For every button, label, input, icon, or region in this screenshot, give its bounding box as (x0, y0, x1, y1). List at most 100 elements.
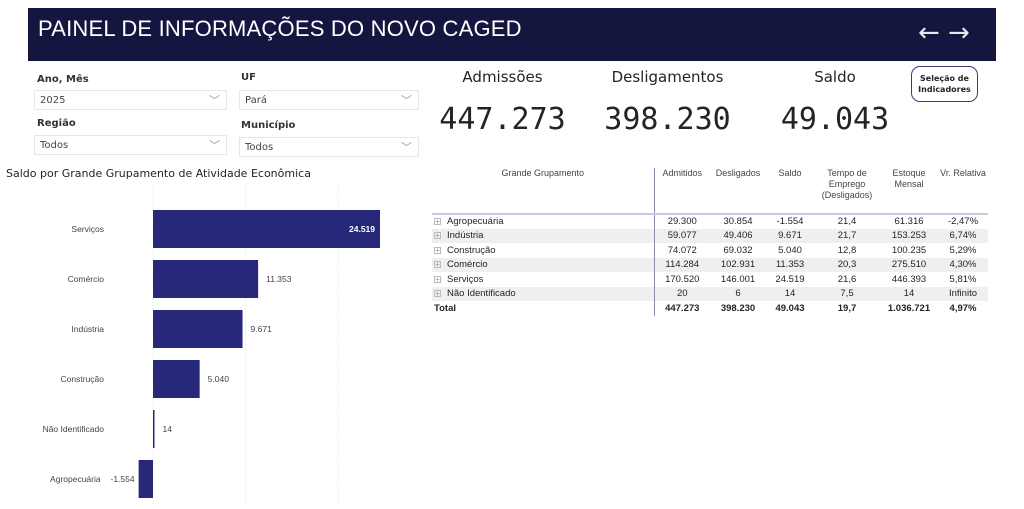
cell-value: 20 (653, 286, 710, 301)
expand-icon[interactable]: + (434, 217, 441, 227)
row-label: Construção (447, 244, 496, 256)
cell-value: 146.001 (720, 273, 756, 285)
expand-icon[interactable]: + (434, 289, 441, 299)
kpi-saldo-value: 49.043 (780, 102, 890, 137)
selecao-indicadores-button[interactable]: Seleção de Indicadores (911, 66, 978, 102)
back-arrow-icon[interactable]: ← (918, 18, 940, 48)
ano-mes-value: 2025 (40, 95, 66, 106)
cell-value: 21,4 (837, 216, 857, 228)
page-title: PAINEL DE INFORMAÇÕES DO NOVO CAGED (38, 16, 522, 41)
cell-value: 49.406 (710, 228, 766, 243)
bar (153, 310, 243, 348)
cell-value: 11.353 (766, 257, 814, 272)
kpi-admissoes-value: 447.273 (439, 102, 566, 137)
chevron-down-icon: ﹀ (209, 139, 220, 152)
saldo-bar-chart: Serviços 24.519 Comércio 11.353 Indústria 9.6… (43, 185, 380, 509)
cell-value: 19,7 (837, 302, 857, 314)
table-row: + Agropecuária 29.300 30.854 -1.554 21,4 61.31… (432, 214, 988, 229)
uf-label: UF (241, 72, 256, 83)
chevron-down-icon: ﹀ (209, 94, 220, 107)
category-label: Indústria (71, 324, 104, 334)
cell-value: 153.253 (880, 228, 938, 243)
forward-arrow-icon[interactable]: → (948, 18, 970, 48)
cell-value: 59.077 (653, 228, 710, 243)
uf-dropdown[interactable]: Pará ﹀ (239, 90, 419, 110)
cell-value: 29.300 (653, 214, 710, 229)
municipio-value: Todos (245, 142, 274, 153)
regiao-label: Região (37, 118, 76, 129)
cell-value: 114.284 (653, 257, 710, 272)
expand-icon[interactable]: + (434, 274, 441, 284)
category-label: Não Identificado (43, 424, 105, 434)
cell-value: 21,7 (814, 228, 880, 243)
button-label-line2: Indicadores (918, 85, 971, 94)
row-label: Total (434, 302, 456, 314)
table-row: + Construção 74.072 69.032 5.040 12,8 100.235 5… (432, 243, 988, 258)
cell-value: 6 (710, 286, 766, 301)
cell-value: -2,47% (947, 216, 979, 228)
row-label: Agropecuária (447, 216, 504, 228)
table-row: + Serviços 170.520 146.001 24.519 21,6 446.393… (432, 272, 988, 287)
cell-value: 20,3 (814, 257, 880, 272)
municipio-label: Município (241, 120, 296, 131)
cell-value: 4,97% (949, 302, 977, 314)
bar (153, 260, 259, 298)
uf-value: Pará (245, 95, 267, 106)
chart-title: Saldo por Grande Grupamento de Atividade… (6, 167, 311, 180)
grupamento-table: Grande Grupamento Admitidos Desligados Sald… (432, 168, 988, 316)
chevron-down-icon: ﹀ (401, 141, 412, 154)
cell-value: -1.554 (776, 216, 804, 228)
regiao-dropdown[interactable]: Todos ﹀ (34, 135, 227, 155)
cell-value: 5,29% (949, 244, 977, 256)
cell-value: 30.854 (723, 216, 753, 228)
table-row: + Indústria 59.077 49.406 9.671 21,7 153.253 6,… (432, 228, 988, 243)
kpi-desligamentos-label: Desligamentos (611, 68, 724, 86)
bar (153, 360, 200, 398)
cell-value: 100.235 (891, 244, 927, 256)
kpi-admissoes-label: Admissões (462, 68, 543, 86)
municipio-dropdown[interactable]: Todos ﹀ (239, 137, 419, 157)
cell-value: 447.273 (653, 301, 710, 316)
expand-icon[interactable]: + (434, 245, 441, 255)
cell-value: 7,5 (814, 286, 880, 301)
cell-value: 398.230 (720, 302, 756, 314)
cell-value: 102.931 (710, 257, 766, 272)
regiao-value: Todos (40, 140, 69, 151)
cell-value: 69.032 (723, 244, 753, 256)
ano-mes-dropdown[interactable]: 2025 ﹀ (34, 90, 227, 110)
header-bar: PAINEL DE INFORMAÇÕES DO NOVO CAGED ← → (28, 8, 996, 61)
column-header[interactable]: Saldo (766, 168, 814, 215)
column-header[interactable]: Vr. Relativa (938, 168, 988, 215)
chevron-down-icon: ﹀ (401, 94, 412, 107)
column-header[interactable]: Desligados (710, 168, 766, 215)
bar (153, 210, 380, 248)
bar (138, 460, 153, 498)
data-label: 9.671 (251, 324, 273, 334)
ano-mes-label: Ano, Mês (37, 74, 89, 85)
cell-value: 61.316 (894, 216, 924, 228)
total-row: Total 447.273 398.230 49.043 19,7 1.036.721 4,… (432, 301, 988, 316)
row-label: Comércio (447, 259, 488, 271)
cell-value: 21,6 (837, 273, 857, 285)
row-label: Não Identificado (447, 288, 516, 300)
column-header[interactable]: Grande Grupamento (432, 168, 654, 215)
expand-icon[interactable]: + (434, 260, 441, 270)
column-header[interactable]: Admitidos (653, 168, 710, 215)
category-label: Agropecuária (50, 474, 101, 484)
expand-icon[interactable]: + (434, 231, 441, 241)
column-header[interactable]: Estoque Mensal (880, 168, 938, 215)
data-label: 24.519 (349, 224, 375, 234)
cell-value: 24.519 (775, 273, 805, 285)
cell-value: 9.671 (766, 228, 814, 243)
cell-value: 275.510 (880, 257, 938, 272)
cell-value: 49.043 (775, 302, 805, 314)
cell-value: 14 (880, 286, 938, 301)
cell-value: 1.036.721 (887, 302, 931, 314)
kpi-desligamentos-value: 398.230 (604, 102, 731, 137)
bar (153, 410, 155, 448)
cell-value: 446.393 (891, 273, 927, 285)
column-header[interactable]: Tempo de Emprego (Desligados) (814, 168, 880, 215)
cell-value: 5.040 (778, 244, 802, 256)
kpi-saldo-label: Saldo (814, 68, 856, 86)
category-label: Construção (61, 374, 105, 384)
